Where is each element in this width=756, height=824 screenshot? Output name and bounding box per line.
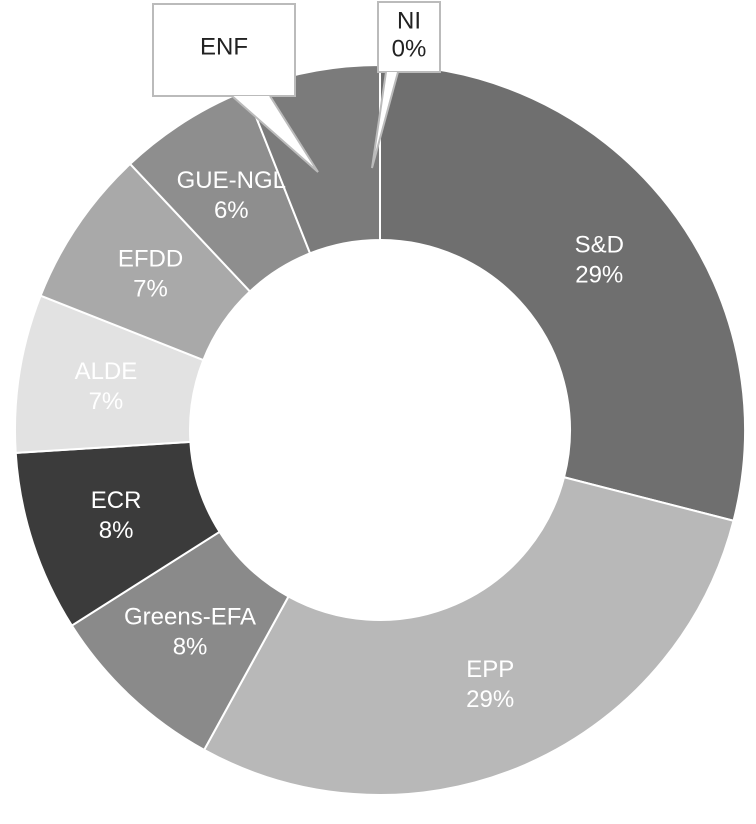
slice-label: EFDD [118,245,183,272]
value-label: 8% [173,634,208,661]
value-label: 29% [575,261,623,288]
ni-callout-box [377,1,441,73]
value-label: 7% [133,275,168,302]
callouts [152,1,441,173]
value-label: 6% [214,197,249,224]
value-label: 8% [99,517,134,544]
value-label: 29% [466,686,514,713]
slice-label: NI [397,7,421,34]
slice-label: EPP [466,656,514,683]
slice-label: Greens-EFA [124,604,256,631]
slice-label: ECR [91,487,142,514]
slice-label: GUE-NGL [177,167,286,194]
value-label: 0% [392,35,427,62]
slice-label: ALDE [75,358,138,385]
slice [202,476,735,796]
ni-callout-pointer [371,71,399,169]
slice-label: S&D [575,231,624,258]
slice-label: ENF [200,33,248,60]
enf-callout-pointer [231,95,319,173]
slice [379,63,746,522]
slices [14,63,746,796]
value-label: 7% [89,388,124,415]
enf-callout-box [152,3,296,97]
